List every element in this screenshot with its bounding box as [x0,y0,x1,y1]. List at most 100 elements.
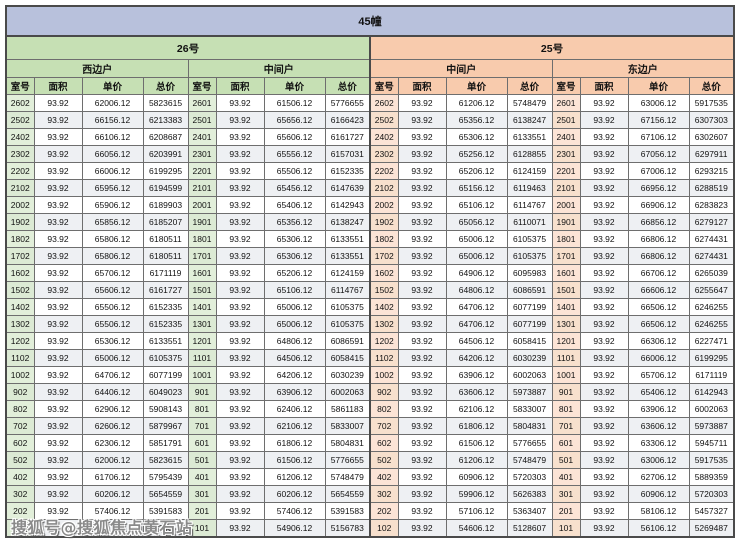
table-row: 902 93.92 64406.12 6049023 901 93.92 63906.12 6… [5,383,735,401]
total-price-cell: 6147639 [324,179,371,197]
room-number-cell: 801 [551,400,581,418]
total-price-cell: 6105375 [324,315,371,333]
area-cell: 93.92 [397,230,447,248]
total-price-cell: 6246255 [688,315,735,333]
area-cell: 93.92 [33,451,83,469]
area-cell: 93.92 [397,451,447,469]
total-price-cell: 5833007 [506,400,553,418]
room-number-cell: 301 [187,485,217,503]
column-header: 单价 [627,77,690,95]
unit-price-cell: 65856.12 [81,213,144,231]
total-price-cell: 5776655 [324,94,371,112]
unit-price-cell: 65356.12 [445,111,508,129]
room-number-cell: 1801 [551,230,581,248]
total-price-cell: 6030239 [324,366,371,384]
total-price-cell: 5861183 [324,400,371,418]
total-price-cell: 5128607 [506,519,553,537]
area-cell: 93.92 [397,196,447,214]
area-cell: 93.92 [33,349,83,367]
page-title: 45幢 [5,5,735,37]
total-price-cell: 6133551 [324,247,371,265]
table-row: 1702 93.92 65806.12 6180511 1701 93.92 65306.1… [5,247,735,265]
unit-price-cell: 61206.12 [445,94,508,112]
area-cell: 93.92 [397,128,447,146]
table-row: 2502 93.92 66156.12 6213383 2501 93.92 65656.1… [5,111,735,129]
table-row: 202 93.92 57406.12 5391583 201 93.92 57406.12 5… [5,502,735,520]
unit-price-cell: 65556.12 [263,145,326,163]
room-number-cell: 1201 [187,332,217,350]
area-cell: 93.92 [397,145,447,163]
unit-price-cell: 66856.12 [627,213,690,231]
room-number-cell: 1502 [369,281,399,299]
table-row: 1802 93.92 65806.12 6180511 1801 93.92 65306.1… [5,230,735,248]
unit-price-cell: 60206.12 [81,485,144,503]
room-number-cell: 1701 [551,247,581,265]
room-number-cell [5,519,35,537]
total-price-cell: 5269487 [688,519,735,537]
unit-price-cell: 63906.12 [263,383,326,401]
room-number-cell: 2001 [187,196,217,214]
table-row: 2402 93.92 66106.12 6208687 2401 93.92 65606.1… [5,128,735,146]
room-number-cell: 401 [187,468,217,486]
room-number-cell: 201 [187,502,217,520]
unit-price-cell: 65956.12 [81,179,144,197]
room-number-cell: 2101 [551,179,581,197]
area-cell: 93.92 [33,485,83,503]
area-cell: 93.92 [397,366,447,384]
room-number-cell: 1602 [369,264,399,282]
total-price-cell: 6133551 [142,332,189,350]
area-cell: 93.92 [215,94,265,112]
total-price-cell: 5720303 [506,468,553,486]
total-price-cell: 5626383 [506,485,553,503]
table-row: 1202 93.92 65306.12 6133551 1201 93.92 64806.1… [5,332,735,350]
unit-price-cell: 54906.12 [263,519,326,537]
total-price-cell: 6058415 [506,332,553,350]
total-price-cell: 6124159 [324,264,371,282]
unit-header-middle-26: 中间户 [187,59,371,78]
total-price-cell: 6194599 [142,179,189,197]
area-cell: 93.92 [397,111,447,129]
total-price-cell: 5391583 [142,502,189,520]
area-cell: 93.92 [397,400,447,418]
total-price-cell: 5748479 [506,94,553,112]
unit-price-cell: 62106.12 [263,417,326,435]
column-header: 室号 [551,77,581,95]
area-cell: 93.92 [397,417,447,435]
unit-price-cell: 65006.12 [81,349,144,367]
unit-price-cell: 65706.12 [627,366,690,384]
unit-price-cell: 66806.12 [627,230,690,248]
unit-price-cell: 63306.12 [627,434,690,452]
unit-price-cell: 66506.12 [627,298,690,316]
room-number-cell: 1101 [187,349,217,367]
unit-price-cell: 66156.12 [81,111,144,129]
room-number-cell: 1301 [187,315,217,333]
area-cell: 93.92 [33,179,83,197]
table-row: 2202 93.92 66006.12 6199295 2201 93.92 65506.1… [5,162,735,180]
area-cell: 93.92 [579,349,629,367]
area-cell: 93.92 [215,179,265,197]
unit-price-cell: 60906.12 [445,468,508,486]
unit-price-cell: 62406.12 [263,400,326,418]
room-number-cell: 702 [369,417,399,435]
room-number-cell: 701 [187,417,217,435]
unit-price-cell: 65106.12 [445,196,508,214]
unit-price-cell: 57406.12 [81,502,144,520]
area-cell: 93.92 [397,162,447,180]
building-row: 26号 25号 [5,35,735,60]
total-price-cell: 6105375 [142,349,189,367]
room-number-cell: 2601 [551,94,581,112]
unit-price-cell [81,519,144,537]
total-price-cell: 6208687 [142,128,189,146]
area-cell: 93.92 [215,264,265,282]
column-header: 单价 [81,77,144,95]
unit-price-cell: 64806.12 [263,332,326,350]
unit-price-cell: 62906.12 [81,400,144,418]
unit-price-cell: 65006.12 [263,298,326,316]
area-cell: 93.92 [397,281,447,299]
area-cell: 93.92 [397,502,447,520]
total-price-cell: 5156783 [324,519,371,537]
total-price-cell: 6077199 [142,366,189,384]
total-price-cell: 6203991 [142,145,189,163]
area-cell: 93.92 [33,264,83,282]
area-cell: 93.92 [397,434,447,452]
